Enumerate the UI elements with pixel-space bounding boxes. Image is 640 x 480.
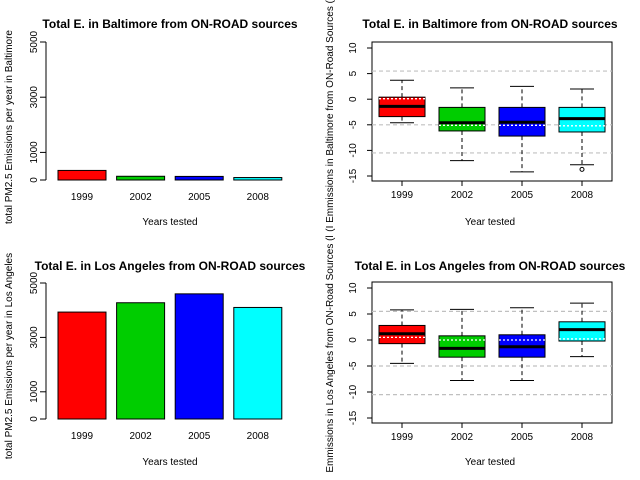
x-tick-label: 2005 bbox=[511, 190, 534, 201]
x-tick-label: 2008 bbox=[247, 431, 270, 442]
x-tick-label: 2002 bbox=[129, 192, 152, 203]
y-tick-label: 5000 bbox=[29, 271, 40, 294]
y-tick-label: -10 bbox=[348, 384, 359, 399]
bar-2002 bbox=[116, 175, 166, 181]
box-body bbox=[438, 335, 486, 358]
x-axis-label: Year tested bbox=[465, 217, 515, 228]
bar-2008 bbox=[233, 177, 283, 181]
panel-title: Total E. in Los Angeles from ON-ROAD sou… bbox=[35, 259, 306, 273]
bar-1999 bbox=[57, 311, 107, 420]
y-axis: -15 -10 -5 0 5 10 bbox=[348, 42, 372, 183]
y-tick-label: 0 bbox=[29, 177, 40, 183]
y-tick-label: -15 bbox=[348, 410, 359, 425]
y-tick-label: 3000 bbox=[29, 326, 40, 349]
y-tick-label: -5 bbox=[348, 361, 359, 370]
x-axis-label: Year tested bbox=[465, 457, 515, 468]
x-tick-label: 1999 bbox=[71, 192, 94, 203]
x-tick-label: 2005 bbox=[511, 432, 534, 443]
box-1999 bbox=[378, 309, 426, 364]
y-tick-label: 10 bbox=[348, 282, 359, 294]
panel-title: Total E. in Baltimore from ON-ROAD sourc… bbox=[362, 17, 617, 31]
bar-2005 bbox=[174, 293, 224, 420]
x-tick-label: 1999 bbox=[391, 432, 414, 443]
panel-los-angeles-box: Total E. in Los Angeles from ON-ROAD sou… bbox=[325, 235, 626, 472]
x-tick-label: 2008 bbox=[571, 432, 594, 443]
y-axis: 0 1000 3000 5000 bbox=[29, 271, 47, 422]
panel-baltimore-box: Total E. in Baltimore from ON-ROAD sourc… bbox=[325, 0, 618, 232]
box-2005 bbox=[498, 85, 546, 173]
box-2008 bbox=[558, 88, 606, 172]
y-axis-label: total PM2.5 Emissions per year in Los An… bbox=[4, 253, 15, 459]
y-axis-label: total PM2.5 Emissions per year in Baltim… bbox=[4, 30, 15, 224]
y-tick-label: 3000 bbox=[29, 86, 40, 109]
bar-2002 bbox=[116, 302, 166, 420]
bar-1999 bbox=[57, 169, 107, 181]
x-tick-label: 2005 bbox=[188, 192, 211, 203]
x-tick-label: 2005 bbox=[188, 431, 211, 442]
y-tick-label: -10 bbox=[348, 143, 359, 158]
x-tick-label: 2002 bbox=[451, 190, 474, 201]
y-axis-label: Emmissions in Los Angeles from ON-Road S… bbox=[325, 235, 336, 472]
x-tick-label: 2002 bbox=[129, 431, 152, 442]
plot-frame bbox=[371, 41, 613, 182]
x-tick-label: 1999 bbox=[391, 190, 414, 201]
panel-baltimore-bar: Total E. in Baltimore from ON-ROAD sourc… bbox=[4, 17, 298, 228]
y-tick-label: 0 bbox=[29, 416, 40, 422]
panel-title: Total E. in Baltimore from ON-ROAD sourc… bbox=[42, 17, 297, 31]
box-2002 bbox=[438, 308, 486, 382]
panel-los-angeles-bar: Total E. in Los Angeles from ON-ROAD sou… bbox=[4, 253, 306, 468]
bar-2008 bbox=[233, 306, 283, 420]
y-tick-label: 1000 bbox=[29, 141, 40, 164]
box-2002 bbox=[438, 87, 486, 162]
x-axis-label: Years tested bbox=[142, 457, 197, 468]
box-2008 bbox=[558, 302, 606, 358]
y-axis: 0 1000 3000 5000 bbox=[29, 30, 47, 183]
y-tick-label: 0 bbox=[348, 337, 359, 343]
y-tick-label: 10 bbox=[348, 42, 359, 54]
y-tick-label: 5 bbox=[348, 70, 359, 76]
x-tick-label: 1999 bbox=[71, 431, 94, 442]
y-tick-label: -5 bbox=[348, 120, 359, 129]
box-2005 bbox=[498, 307, 546, 382]
y-tick-label: 5000 bbox=[29, 30, 40, 53]
y-axis: -15 -10 -5 0 5 10 bbox=[348, 282, 372, 425]
panel-title: Total E. in Los Angeles from ON-ROAD sou… bbox=[355, 259, 626, 273]
y-axis-label: (I Emmissions in Baltimore from ON-Road … bbox=[325, 0, 336, 232]
x-tick-label: 2002 bbox=[451, 432, 474, 443]
box-1999 bbox=[378, 79, 426, 124]
box-body bbox=[558, 321, 606, 342]
y-tick-label: 1000 bbox=[29, 380, 40, 403]
x-axis-label: Years tested bbox=[142, 217, 197, 228]
x-tick-label: 2008 bbox=[247, 192, 270, 203]
box-body bbox=[438, 106, 486, 132]
plot-frame bbox=[371, 281, 613, 424]
y-tick-label: 0 bbox=[348, 96, 359, 102]
outlier-point bbox=[579, 166, 585, 172]
bar-2005 bbox=[174, 175, 224, 181]
y-tick-label: -15 bbox=[348, 168, 359, 183]
x-tick-label: 2008 bbox=[571, 190, 594, 201]
y-tick-label: 5 bbox=[348, 311, 359, 317]
